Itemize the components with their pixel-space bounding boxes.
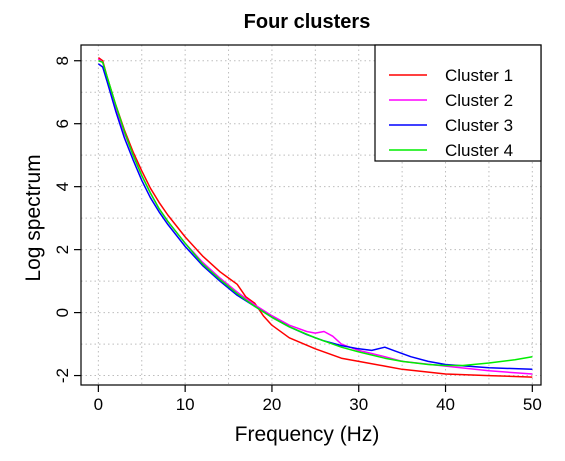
x-tick-label: 40 — [436, 395, 455, 414]
y-tick-label: 8 — [53, 56, 72, 65]
legend: Cluster 1 Cluster 2 Cluster 3 Cluster 4 — [374, 44, 542, 162]
legend-label: Cluster 2 — [445, 91, 513, 110]
y-tick-label: -2 — [53, 368, 72, 383]
y-tick-label: 2 — [53, 245, 72, 254]
legend-box — [374, 44, 542, 162]
y-axis: -2 0 2 4 6 8 — [53, 56, 81, 383]
plot-frame — [80, 44, 542, 386]
series-line-cluster-1 — [97, 56, 533, 378]
x-tick-label: 0 — [94, 395, 103, 414]
y-tick-label: 0 — [53, 308, 72, 317]
x-axis: 0 10 20 30 40 50 — [94, 385, 542, 414]
chart-title: Four clusters — [244, 11, 371, 33]
y-axis-label: Log spectrum — [22, 154, 45, 281]
x-axis-label: Frequency (Hz) — [235, 423, 380, 446]
series-line-cluster-4 — [98, 59, 533, 367]
legend-label: Cluster 3 — [445, 116, 513, 135]
x-tick-label: 30 — [349, 395, 368, 414]
legend-label: Cluster 1 — [445, 66, 513, 85]
legend-label: Cluster 4 — [445, 141, 513, 160]
y-tick-label: 6 — [53, 119, 72, 128]
x-tick-label: 20 — [262, 395, 281, 414]
y-tick-label: 4 — [53, 182, 72, 191]
x-tick-label: 50 — [523, 395, 542, 414]
x-tick-label: 10 — [176, 395, 195, 414]
series-layer — [97, 56, 533, 378]
